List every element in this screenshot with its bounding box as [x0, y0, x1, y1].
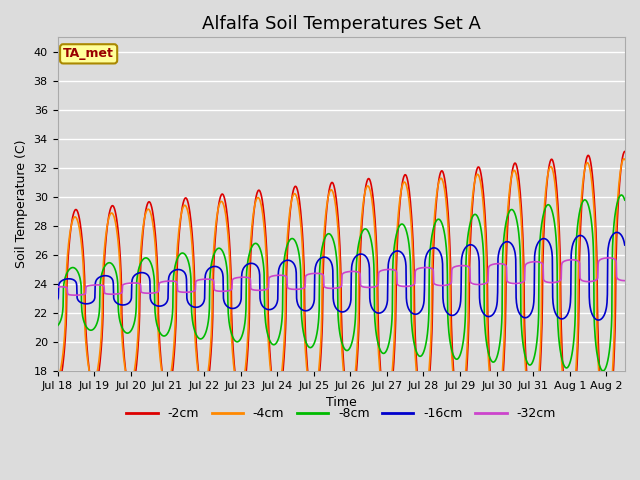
-8cm — [599, 368, 607, 374]
Line: -32cm: -32cm — [58, 258, 625, 295]
-4cm — [316, 359, 323, 364]
-2cm — [316, 371, 323, 377]
Y-axis label: Soil Temperature (C): Soil Temperature (C) — [15, 140, 28, 268]
-32cm — [143, 290, 150, 296]
Line: -2cm: -2cm — [58, 152, 625, 429]
-8cm — [558, 356, 566, 362]
-2cm — [621, 149, 628, 155]
-16cm — [595, 317, 602, 323]
-32cm — [605, 255, 612, 261]
-4cm — [621, 156, 628, 162]
-32cm — [559, 260, 566, 265]
-8cm — [475, 217, 483, 223]
-4cm — [326, 188, 334, 193]
-16cm — [326, 258, 334, 264]
-8cm — [621, 197, 628, 203]
-16cm — [558, 316, 566, 322]
-2cm — [614, 210, 621, 216]
-32cm — [316, 271, 324, 276]
-8cm — [614, 198, 621, 204]
-4cm — [475, 173, 483, 179]
Line: -4cm: -4cm — [58, 159, 625, 422]
-16cm — [613, 229, 621, 235]
-2cm — [475, 164, 483, 170]
-2cm — [603, 426, 611, 432]
Line: -8cm: -8cm — [58, 195, 625, 371]
Line: -16cm: -16cm — [58, 232, 625, 320]
-32cm — [327, 286, 335, 291]
-4cm — [620, 156, 628, 162]
-2cm — [558, 345, 566, 351]
-16cm — [475, 254, 483, 260]
X-axis label: Time: Time — [326, 396, 356, 409]
-32cm — [72, 292, 79, 298]
-4cm — [142, 209, 150, 215]
-8cm — [618, 192, 625, 198]
-8cm — [142, 255, 150, 261]
-32cm — [614, 276, 622, 282]
Text: TA_met: TA_met — [63, 48, 114, 60]
-4cm — [602, 419, 609, 425]
-4cm — [54, 375, 61, 381]
-16cm — [614, 230, 622, 236]
-8cm — [326, 231, 334, 237]
-32cm — [476, 282, 483, 288]
Title: Alfalfa Soil Temperatures Set A: Alfalfa Soil Temperatures Set A — [202, 15, 481, 33]
Legend: -2cm, -4cm, -8cm, -16cm, -32cm: -2cm, -4cm, -8cm, -16cm, -32cm — [122, 402, 561, 425]
-2cm — [326, 182, 334, 188]
-8cm — [54, 323, 61, 329]
-16cm — [621, 242, 628, 248]
-16cm — [54, 297, 61, 302]
-16cm — [142, 271, 150, 276]
-32cm — [54, 284, 61, 290]
-2cm — [142, 205, 150, 211]
-16cm — [316, 256, 323, 262]
-4cm — [558, 364, 566, 370]
-32cm — [621, 278, 628, 284]
-4cm — [614, 196, 621, 202]
-8cm — [316, 271, 323, 277]
-2cm — [54, 383, 61, 388]
